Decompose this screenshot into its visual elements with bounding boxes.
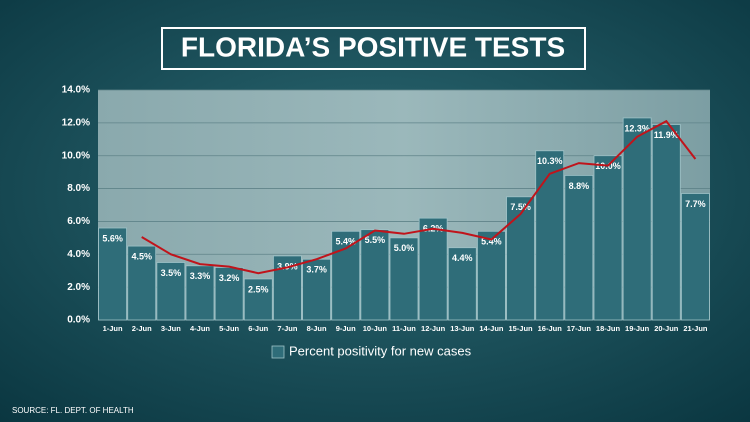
x-tick-label: 7-Jun — [277, 324, 297, 333]
value-label: 5.0% — [394, 243, 415, 253]
chart-title: FLORIDA’S POSITIVE TESTS — [181, 31, 565, 62]
bar — [477, 230, 506, 321]
value-label: 4.5% — [131, 251, 152, 261]
bar — [389, 237, 419, 321]
value-label: 5.5% — [365, 235, 386, 245]
bar — [127, 245, 157, 321]
x-tick-label: 5-Jun — [219, 324, 239, 333]
value-label: 3.2% — [219, 273, 240, 283]
bar — [564, 175, 594, 321]
value-label: 5.6% — [102, 233, 123, 243]
x-tick-label: 8-Jun — [307, 324, 327, 333]
bar — [98, 227, 127, 321]
bar — [243, 278, 273, 321]
bar — [506, 196, 535, 321]
x-tick-label: 9-Jun — [336, 324, 356, 333]
legend-swatch — [271, 345, 285, 359]
bar — [418, 217, 448, 321]
title-box — [161, 27, 586, 70]
y-tick-label: 8.0% — [67, 183, 90, 194]
value-label: 2.5% — [248, 284, 269, 294]
value-label: 7.5% — [510, 202, 531, 212]
x-tick-label: 14-Jun — [479, 324, 504, 333]
y-tick-label: 4.0% — [67, 249, 90, 260]
y-tick-label: 2.0% — [67, 282, 90, 293]
x-tick-label: 15-Jun — [508, 324, 533, 333]
source-note: SOURCE: FL. DEPT. OF HEALTH — [12, 406, 134, 415]
value-label: 3.9% — [277, 261, 298, 271]
bar — [447, 247, 477, 321]
bar — [185, 265, 215, 321]
bar — [651, 124, 681, 321]
x-tick-label: 1-Jun — [103, 324, 123, 333]
value-label: 11.9% — [654, 130, 679, 140]
x-tick-label: 17-Jun — [567, 324, 592, 333]
y-tick-label: 12.0% — [62, 117, 90, 128]
value-label: 3.5% — [161, 268, 182, 278]
trend-line — [141, 119, 697, 275]
x-tick-label: 4-Jun — [190, 324, 210, 333]
value-label: 4.4% — [452, 253, 473, 263]
bar — [622, 117, 652, 321]
bar — [360, 229, 390, 321]
value-label: 10.3% — [537, 156, 563, 166]
bar — [593, 155, 623, 321]
y-tick-label: 10.0% — [62, 150, 90, 161]
value-label: 5.4% — [335, 237, 356, 247]
x-tick-label: 12-Jun — [421, 324, 446, 333]
y-tick-label: 14.0% — [62, 85, 90, 96]
bar — [681, 193, 710, 321]
bar — [331, 230, 361, 321]
x-tick-label: 2-Jun — [132, 324, 152, 333]
value-label: 5.4% — [481, 237, 502, 247]
bar — [156, 262, 186, 321]
value-label: 3.3% — [190, 271, 211, 281]
x-tick-label: 6-Jun — [248, 324, 268, 333]
x-tick-label: 10-Jun — [363, 324, 388, 333]
bar — [273, 255, 302, 321]
x-tick-label: 19-Jun — [625, 324, 650, 333]
y-tick-label: 6.0% — [67, 216, 90, 227]
x-tick-label: 11-Jun — [392, 324, 416, 333]
x-tick-label: 18-Jun — [596, 324, 621, 333]
value-label: 8.8% — [569, 181, 590, 191]
x-tick-label: 13-Jun — [450, 324, 475, 333]
legend-label: Percent positivity for new cases — [289, 343, 472, 358]
bar — [535, 150, 565, 321]
x-tick-label: 20-Jun — [654, 324, 679, 333]
value-label: 3.7% — [306, 265, 327, 275]
x-tick-label: 3-Jun — [161, 324, 181, 333]
x-tick-label: 21-Jun — [683, 324, 708, 333]
y-tick-label: 0.0% — [67, 315, 90, 326]
value-label: 7.7% — [685, 199, 706, 209]
bar — [302, 258, 331, 321]
x-tick-label: 16-Jun — [538, 324, 563, 333]
value-label: 12.3% — [624, 123, 650, 133]
